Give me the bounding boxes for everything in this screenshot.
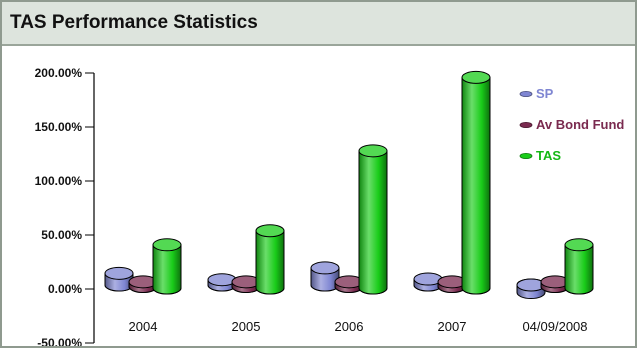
legend-label-sp: SP [536,86,554,101]
legend-swatch-sp [519,91,533,98]
legend-label-av-bond-fund: Av Bond Fund [536,117,624,132]
y-tick-label: 150.00% [35,120,83,134]
bar-av-bond-fund-2005 [231,275,261,293]
legend-swatch-av-bond-fund [519,122,533,129]
bar-av-bond-fund-2006 [334,275,364,293]
bar-sp-2006 [310,261,340,292]
bar-tas-04-09-2008 [564,238,594,295]
x-category-label: 2007 [438,319,467,334]
y-tick-label: 100.00% [35,174,83,188]
panel-header: TAS Performance Statistics [2,2,635,46]
legend-swatch-tas [519,152,533,159]
bar-sp-2007 [413,272,443,292]
y-tick-label: 50.00% [41,228,82,242]
bar-tas-2007 [461,70,491,295]
bar-tas-2005 [255,224,285,295]
bar-tas-2006 [358,144,388,295]
legend-label-tas: TAS [536,148,561,163]
y-tick-label: 200.00% [35,66,83,80]
bar-tas-2004 [152,238,182,295]
bar-av-bond-fund-04-09-2008 [540,275,570,293]
x-category-label: 2005 [232,319,261,334]
x-category-label: 04/09/2008 [522,319,587,334]
x-category-label: 2004 [129,319,158,334]
y-tick-label: 0.00% [48,282,82,296]
bar-av-bond-fund-2007 [437,275,467,293]
x-category-label: 2006 [335,319,364,334]
panel-title: TAS Performance Statistics [10,12,258,33]
y-tick-label: -50.00% [37,336,82,346]
bar-sp-04-09-2008 [516,278,546,300]
